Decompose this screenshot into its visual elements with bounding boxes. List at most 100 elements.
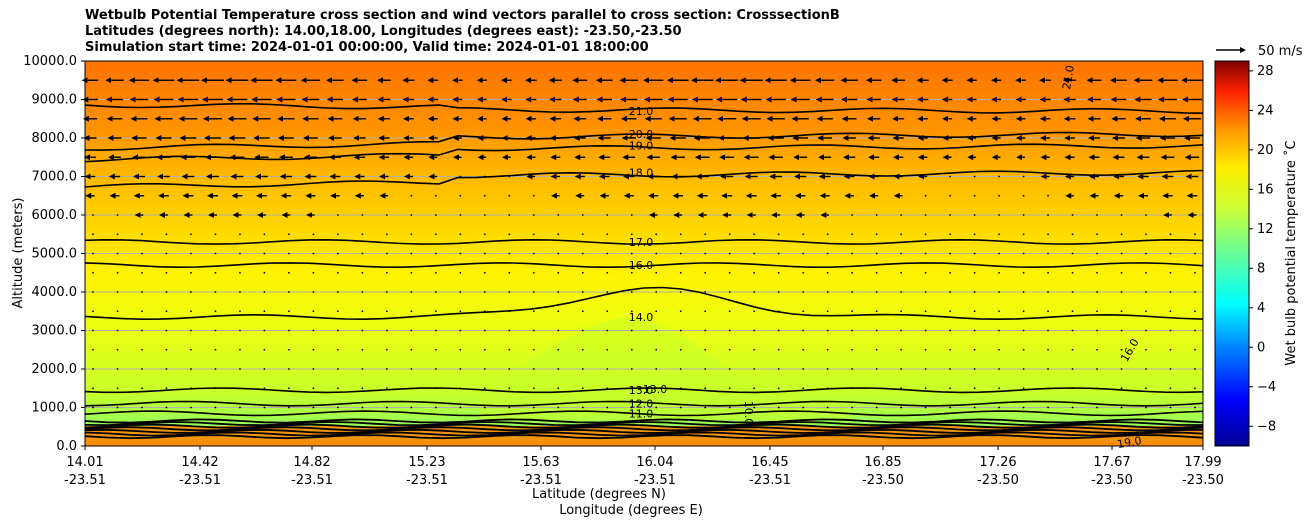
wind-vector bbox=[1194, 348, 1196, 351]
wind-vector bbox=[239, 271, 241, 274]
wind-vector bbox=[263, 310, 266, 313]
wind-vector bbox=[1022, 271, 1025, 274]
wind-vector bbox=[1194, 387, 1196, 390]
wind-vector bbox=[116, 348, 119, 351]
wind-vector bbox=[434, 252, 437, 255]
wind-vector bbox=[998, 406, 1000, 409]
wind-vector bbox=[777, 271, 780, 274]
wind-vector bbox=[116, 329, 119, 332]
wind-vector bbox=[655, 387, 658, 390]
contour-line bbox=[84, 410, 1204, 417]
wind-vector bbox=[1096, 348, 1098, 351]
wind-vector bbox=[239, 233, 241, 236]
wind-vector bbox=[753, 406, 756, 409]
x-tick-label-lon: -23.51 bbox=[406, 473, 448, 488]
wind-vector bbox=[1096, 252, 1098, 255]
wind-vector bbox=[630, 329, 633, 332]
wind-vector bbox=[1194, 310, 1196, 313]
x-tick-label-lat: 17.99 bbox=[1184, 455, 1221, 470]
wind-vector bbox=[802, 252, 805, 255]
wind-vector bbox=[214, 310, 217, 313]
wind-vector bbox=[973, 233, 976, 236]
contour-line bbox=[84, 131, 1204, 151]
contour-label: 20.0 bbox=[629, 128, 654, 141]
surface-contour-line bbox=[84, 428, 1204, 434]
wind-vector bbox=[826, 348, 829, 351]
wind-vector bbox=[949, 194, 952, 197]
wind-vector bbox=[851, 310, 854, 313]
wind-vector bbox=[704, 329, 707, 332]
wind-vector bbox=[924, 387, 927, 390]
wind-vector bbox=[973, 271, 976, 274]
wind-vector bbox=[630, 368, 633, 370]
wind-vector bbox=[630, 348, 633, 351]
wind-vector bbox=[851, 214, 854, 216]
x-tick-label-lon: -23.50 bbox=[862, 473, 904, 488]
wind-vector bbox=[239, 252, 241, 255]
wind-vector bbox=[630, 387, 633, 390]
wind-vector bbox=[1169, 233, 1172, 236]
x-axis-label-latitude: Latitude (degrees N) bbox=[532, 487, 666, 502]
wind-vector bbox=[753, 310, 756, 313]
wind-vector bbox=[826, 291, 829, 293]
wind-vector bbox=[949, 310, 952, 313]
x-tick-label-lat: 16.85 bbox=[864, 455, 901, 470]
wind-vector bbox=[1169, 310, 1172, 313]
wind-vector bbox=[802, 291, 805, 293]
y-tick-label: 0.0 bbox=[56, 439, 77, 454]
wind-vector bbox=[728, 271, 731, 274]
wind-vector bbox=[532, 291, 535, 293]
wind-vector bbox=[1071, 271, 1074, 274]
wind-vector bbox=[851, 406, 854, 409]
wind-vector bbox=[777, 368, 780, 370]
contour-lines bbox=[84, 103, 1204, 440]
wind-vector bbox=[483, 387, 486, 390]
wind-vector bbox=[336, 271, 339, 274]
wind-vector bbox=[508, 368, 511, 370]
wind-vector bbox=[557, 329, 560, 332]
x-tick-label-lat: 14.42 bbox=[181, 455, 218, 470]
wind-vector bbox=[532, 233, 535, 236]
wind-vector bbox=[92, 291, 94, 293]
wind-vector bbox=[851, 329, 854, 332]
wind-vector bbox=[998, 214, 1000, 216]
x-tick-label-lon: -23.51 bbox=[634, 473, 676, 488]
wind-vector bbox=[263, 348, 266, 351]
wind-vector bbox=[1120, 329, 1123, 332]
x-tick-label-lat: 16.04 bbox=[636, 455, 673, 470]
wind-vector bbox=[777, 387, 780, 390]
wind-vector bbox=[973, 175, 976, 178]
wind-vector bbox=[606, 329, 609, 332]
wind-vector bbox=[434, 271, 437, 274]
colorbar-tick-label: −4 bbox=[1257, 380, 1276, 395]
wind-vector bbox=[214, 233, 217, 236]
wind-vector bbox=[483, 291, 486, 293]
wind-vector bbox=[141, 387, 143, 390]
wind-vector bbox=[606, 368, 609, 370]
wind-vector bbox=[312, 310, 315, 313]
wind-vector bbox=[1071, 291, 1074, 293]
colorbar-tick-label: 4 bbox=[1257, 301, 1265, 316]
wind-vector bbox=[263, 233, 266, 236]
wind-vector bbox=[704, 291, 707, 293]
wind-vector bbox=[826, 329, 829, 332]
wind-vector bbox=[1071, 329, 1074, 332]
wind-vector bbox=[802, 310, 805, 313]
wind-vector bbox=[361, 329, 364, 332]
wind-vector bbox=[459, 406, 462, 409]
wind-vector bbox=[679, 329, 682, 332]
wind-vector bbox=[1047, 329, 1049, 332]
wind-vector bbox=[459, 329, 462, 332]
wind-vector bbox=[655, 233, 658, 236]
wind-vector bbox=[1071, 348, 1074, 351]
wind-vector bbox=[728, 310, 731, 313]
wind-vector bbox=[1096, 233, 1098, 236]
wind-vector bbox=[1145, 310, 1147, 313]
contour-label: 19.0 bbox=[629, 140, 654, 153]
wind-vector bbox=[1194, 233, 1196, 236]
wind-vector bbox=[1047, 310, 1049, 313]
wind-vector bbox=[655, 329, 658, 332]
wind-vector bbox=[165, 291, 168, 293]
surface-contour-line bbox=[84, 421, 1203, 427]
x-tick-label-lat: 14.82 bbox=[293, 455, 330, 470]
